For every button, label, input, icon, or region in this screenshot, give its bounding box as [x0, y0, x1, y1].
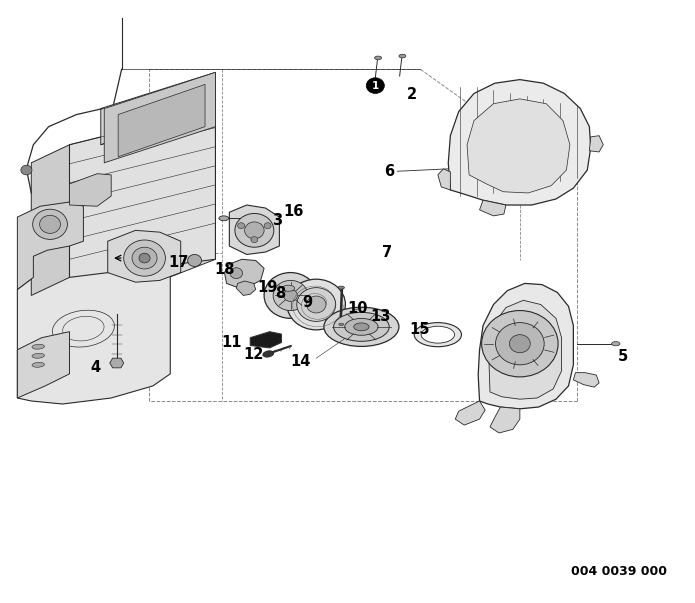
Text: 12: 12 — [243, 347, 264, 362]
Text: 17: 17 — [169, 255, 189, 270]
Polygon shape — [467, 99, 570, 193]
Circle shape — [230, 268, 243, 279]
Text: 18: 18 — [215, 262, 235, 277]
Polygon shape — [573, 373, 599, 387]
Text: 14: 14 — [291, 355, 311, 369]
Ellipse shape — [324, 307, 399, 346]
Text: 11: 11 — [222, 335, 242, 350]
Ellipse shape — [219, 216, 229, 221]
Ellipse shape — [375, 56, 382, 60]
Circle shape — [482, 311, 558, 377]
Ellipse shape — [345, 318, 378, 335]
Circle shape — [33, 209, 67, 239]
Ellipse shape — [282, 285, 295, 291]
Circle shape — [297, 288, 336, 321]
Ellipse shape — [32, 344, 44, 349]
Text: 16: 16 — [284, 204, 304, 218]
Polygon shape — [17, 202, 83, 289]
Ellipse shape — [32, 362, 44, 367]
Circle shape — [287, 279, 345, 330]
Text: 19: 19 — [257, 280, 277, 294]
Polygon shape — [478, 283, 573, 409]
Text: 13: 13 — [370, 309, 391, 324]
Polygon shape — [480, 200, 506, 216]
Circle shape — [21, 165, 32, 175]
Circle shape — [124, 240, 165, 276]
Ellipse shape — [334, 312, 389, 341]
Text: 4: 4 — [91, 361, 101, 375]
Polygon shape — [108, 230, 181, 282]
Text: 10: 10 — [348, 302, 368, 316]
Circle shape — [188, 254, 202, 267]
Ellipse shape — [399, 54, 406, 58]
Polygon shape — [438, 169, 450, 190]
Circle shape — [273, 280, 308, 311]
Circle shape — [509, 335, 530, 353]
Text: 5: 5 — [618, 350, 628, 364]
Circle shape — [264, 273, 317, 318]
Polygon shape — [489, 300, 562, 399]
Polygon shape — [490, 407, 520, 433]
Text: 6: 6 — [384, 164, 394, 178]
Text: 7: 7 — [382, 245, 393, 259]
Ellipse shape — [263, 351, 274, 357]
Polygon shape — [110, 358, 124, 368]
Circle shape — [245, 222, 264, 239]
Polygon shape — [70, 174, 111, 206]
Circle shape — [235, 213, 274, 247]
Text: 2: 2 — [407, 87, 416, 102]
Text: 3: 3 — [272, 213, 283, 227]
Polygon shape — [224, 259, 264, 287]
Circle shape — [284, 289, 297, 302]
Text: 15: 15 — [409, 323, 430, 337]
Circle shape — [306, 296, 326, 313]
Circle shape — [251, 236, 258, 242]
Text: 004 0039 000: 004 0039 000 — [571, 564, 667, 578]
Circle shape — [264, 223, 271, 229]
Circle shape — [238, 223, 245, 229]
Text: 8: 8 — [275, 286, 286, 301]
Circle shape — [496, 323, 544, 365]
Polygon shape — [70, 109, 215, 277]
Text: 9: 9 — [302, 295, 313, 310]
Polygon shape — [236, 281, 256, 295]
Polygon shape — [17, 256, 170, 404]
Circle shape — [139, 253, 150, 263]
Circle shape — [132, 247, 157, 269]
Ellipse shape — [354, 323, 369, 330]
Ellipse shape — [612, 341, 620, 346]
Polygon shape — [229, 205, 279, 254]
Polygon shape — [250, 332, 281, 348]
Polygon shape — [104, 72, 215, 163]
Polygon shape — [101, 72, 215, 145]
Polygon shape — [118, 84, 205, 157]
Polygon shape — [17, 332, 70, 398]
Polygon shape — [31, 241, 215, 314]
Ellipse shape — [421, 326, 455, 343]
Text: 1: 1 — [372, 81, 379, 90]
Polygon shape — [31, 145, 70, 295]
Circle shape — [40, 215, 60, 233]
Ellipse shape — [338, 286, 345, 289]
Ellipse shape — [32, 353, 44, 358]
Polygon shape — [448, 80, 591, 205]
Ellipse shape — [339, 323, 344, 326]
Polygon shape — [589, 136, 603, 152]
Polygon shape — [455, 401, 485, 425]
Ellipse shape — [414, 323, 461, 347]
Circle shape — [366, 78, 384, 93]
